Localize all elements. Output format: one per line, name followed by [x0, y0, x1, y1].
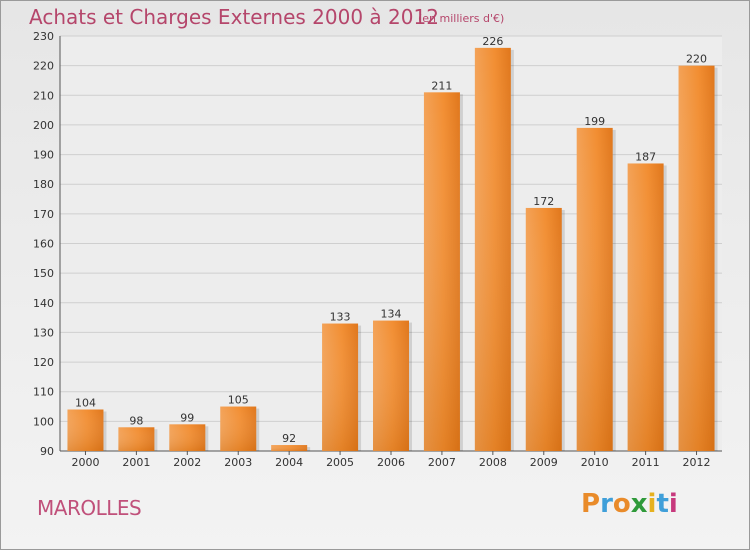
y-tick-label: 150	[33, 267, 54, 280]
y-tick-label: 140	[33, 297, 54, 310]
x-tick-label: 2010	[581, 456, 609, 469]
value-label: 133	[330, 311, 351, 324]
y-tick-label: 130	[33, 326, 54, 339]
y-tick-label: 100	[33, 415, 54, 428]
commune-name: MAROLLES	[37, 496, 142, 520]
y-tick-label: 160	[33, 238, 54, 251]
x-tick-label: 2008	[479, 456, 507, 469]
value-label: 134	[381, 308, 402, 321]
x-tick-label: 2011	[632, 456, 660, 469]
value-label: 172	[533, 195, 554, 208]
y-tick-label: 110	[33, 386, 54, 399]
x-tick-label: 2007	[428, 456, 456, 469]
chart-subtitle: (en milliers d'€)	[418, 12, 505, 25]
x-tick-label: 2005	[326, 456, 354, 469]
x-tick-label: 2004	[275, 456, 303, 469]
value-label: 226	[482, 35, 503, 48]
y-tick-label: 120	[33, 356, 54, 369]
x-tick-label: 2001	[122, 456, 150, 469]
value-label: 92	[282, 432, 296, 445]
x-tick-label: 2000	[71, 456, 99, 469]
x-tick-label: 2002	[173, 456, 201, 469]
bar-shade	[627, 163, 664, 451]
value-label: 220	[686, 53, 707, 66]
x-tick-label: 2009	[530, 456, 558, 469]
x-tick-label: 2006	[377, 456, 405, 469]
value-label: 187	[635, 150, 656, 163]
logo-letter: i	[647, 489, 657, 519]
y-tick-label: 220	[33, 60, 54, 73]
y-tick-label: 190	[33, 149, 54, 162]
logo-letter: x	[630, 489, 648, 519]
value-label: 211	[431, 79, 452, 92]
value-label: 105	[228, 394, 249, 407]
y-tick-label: 170	[33, 208, 54, 221]
axes: 90 100 110 120 130 140 150 160 170 180 190 200 210 22…	[33, 30, 722, 469]
chart-title: Achats et Charges Externes 2000 à 2012	[29, 5, 439, 29]
logo-letter: P	[581, 489, 601, 519]
y-tick-label: 200	[33, 119, 54, 132]
bar-shade	[423, 92, 460, 452]
bar-shade	[118, 427, 155, 451]
bar-shade	[322, 323, 359, 451]
y-tick-label: 90	[40, 445, 54, 458]
value-label: 98	[129, 414, 143, 427]
logo-letter: i	[668, 489, 678, 519]
value-label: 104	[75, 397, 96, 410]
value-label: 99	[180, 411, 194, 424]
bar-shade	[576, 127, 613, 452]
logo-letter: r	[600, 489, 613, 519]
x-tick-label: 2003	[224, 456, 252, 469]
bar-shade	[169, 424, 206, 451]
y-tick-label: 230	[33, 30, 54, 43]
bar-shade	[373, 320, 409, 451]
bars	[67, 47, 718, 452]
value-label: 199	[584, 115, 605, 128]
bar-shade	[220, 406, 257, 451]
logo-letter: o	[612, 489, 631, 519]
logo-letter: t	[656, 489, 669, 519]
y-tick-label: 210	[33, 89, 54, 102]
bar-shade	[678, 65, 715, 452]
bar-shade	[67, 409, 104, 451]
y-tick-label: 180	[33, 178, 54, 191]
bar-shade	[271, 445, 308, 451]
x-tick-label: 2012	[683, 456, 711, 469]
bar-shade	[474, 47, 511, 451]
value-labels: 104 98 99 105 92 133 134 211 226 172 199 187 220	[75, 35, 707, 445]
bar-shade	[525, 207, 562, 451]
